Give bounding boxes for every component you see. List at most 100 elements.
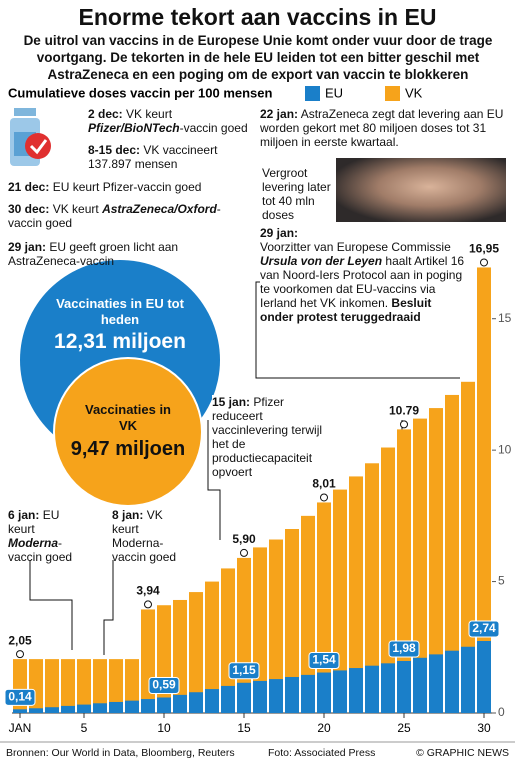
value-label-box	[4, 688, 36, 706]
date: 29 jan:	[8, 240, 47, 254]
bar	[13, 709, 27, 713]
bar	[397, 660, 411, 713]
annotation: 15 jan: Pfizer reduceert vaccinlevering …	[212, 395, 337, 479]
bar	[477, 267, 491, 713]
bar	[365, 665, 379, 713]
axis-label: Cumulatieve doses vaccin per 100 mensen	[8, 85, 273, 100]
subtitle: De uitrol van vaccins in de Europese Uni…	[23, 33, 493, 82]
bar	[413, 418, 427, 713]
text: AstraZeneca/Oxford	[102, 202, 217, 216]
callout-value: 9,47 miljoen	[70, 438, 186, 460]
text: EU geeft groen licht aan AstraZeneca-vac…	[8, 240, 179, 268]
annotation: 29 jan: Voorzitter van Europese Commissie…	[260, 226, 465, 324]
value-dot	[240, 548, 248, 557]
legend-swatch	[385, 86, 400, 101]
date: 6 jan:	[8, 508, 40, 522]
bar	[285, 676, 299, 713]
bar	[93, 703, 107, 713]
annotation: 8 jan: VK keurt Moderna-vaccin goed	[112, 508, 192, 564]
bar	[109, 701, 123, 713]
y-tick-label: 10	[498, 442, 512, 456]
bar	[429, 408, 443, 713]
bar	[349, 668, 363, 713]
x-tick-label: JAN	[9, 721, 32, 735]
bar	[189, 592, 203, 713]
value-label: 2,05	[8, 633, 32, 647]
bar	[45, 707, 59, 713]
bar	[125, 700, 139, 713]
x-tick-label: 30	[477, 721, 491, 735]
uk-circle	[53, 357, 203, 507]
x-tick-label: 10	[157, 721, 171, 735]
date: 30 dec:	[8, 202, 50, 216]
credit: © GRAPHIC NEWS	[416, 747, 509, 759]
photo-credit: Foto: Associated Press	[268, 747, 376, 759]
legend-entry: VK	[405, 85, 423, 100]
bar	[61, 659, 75, 713]
bar	[269, 679, 283, 713]
text: -vaccin goed	[179, 121, 248, 135]
text: AstraZeneca zegt dat levering aan EU wor…	[260, 107, 504, 149]
bar	[93, 659, 107, 713]
callout-label: Vaccinaties in EU tot heden	[56, 296, 184, 327]
photo	[336, 158, 506, 222]
text: VK keurt	[126, 107, 173, 121]
vial-icon	[10, 108, 51, 166]
bar	[109, 659, 123, 713]
annotation: 22 jan: AstraZeneca zegt dat levering aa…	[260, 107, 510, 149]
leader-line	[29, 560, 73, 650]
bar	[237, 682, 251, 713]
legend-entry: EU	[325, 85, 343, 100]
bar	[429, 654, 443, 713]
sources: Bronnen: Our World in Data, Bloomberg, R…	[6, 747, 235, 759]
y-tick-label: 15	[498, 311, 512, 325]
bar	[205, 581, 219, 713]
bar	[173, 694, 187, 713]
bar	[125, 659, 139, 713]
bar	[365, 463, 379, 713]
bar	[221, 685, 235, 713]
text: Vergroot levering later tot 40 mln doses	[262, 166, 331, 222]
text: haalt Artikel 16 van Noord-Iers Protocol…	[260, 254, 465, 310]
bar	[141, 699, 155, 713]
value-label-box	[308, 652, 340, 670]
value-label: 1,15	[232, 663, 256, 677]
value-dot	[16, 650, 24, 659]
text: EU keurt	[8, 508, 60, 536]
value-label: 1,54	[312, 653, 336, 667]
bar	[333, 670, 347, 713]
bar	[29, 708, 43, 713]
bar	[349, 476, 363, 713]
text: VK keurt	[52, 202, 99, 216]
text: Pfizer/BioNTech	[88, 121, 180, 135]
text: VK vaccineert 137.897 mensen	[88, 143, 218, 171]
leader-line	[103, 560, 114, 655]
bar	[285, 529, 299, 713]
value-label-box	[228, 662, 260, 680]
x-tick-label: 20	[317, 721, 331, 735]
callout-value: 12,31 miljoen	[54, 330, 186, 353]
date: 8 jan:	[112, 508, 144, 522]
value-label: 1,98	[392, 641, 416, 655]
value-label: 3,94	[136, 584, 160, 598]
bar	[477, 640, 491, 713]
y-tick-label: 0	[498, 705, 505, 719]
date: 2 dec:	[88, 107, 123, 121]
bar	[413, 657, 427, 713]
date: 21 dec:	[8, 180, 50, 194]
callout-label: Vaccinaties in VK	[85, 402, 171, 433]
bar	[157, 697, 171, 713]
value-dot	[144, 600, 152, 609]
text: Besluit onder protest teruggedraaid	[260, 296, 432, 324]
annotation: 2 dec: VK keurt Pfizer/BioNTech-vaccin g…	[88, 107, 253, 135]
annotation: 21 dec: EU keurt Pfizer-vaccin goed	[8, 180, 253, 194]
value-label: 0,59	[152, 678, 176, 692]
date: 22 jan:	[260, 107, 299, 121]
text: -vaccin goed	[8, 536, 73, 564]
value-dot	[480, 258, 488, 267]
bar	[77, 704, 91, 713]
y-tick-label: 5	[498, 574, 505, 588]
text: VK keurt Moderna-vaccin goed	[112, 508, 177, 564]
bar	[45, 659, 59, 713]
